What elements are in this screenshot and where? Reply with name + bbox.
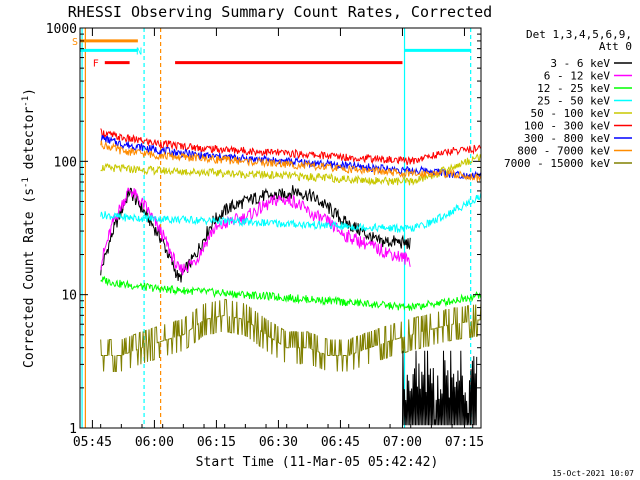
series-line-2	[100, 275, 482, 312]
series-line-0	[100, 185, 411, 283]
x-tick-label: 05:45	[73, 435, 112, 450]
flag-label-f: F	[93, 59, 99, 70]
legend-entry-label: 100 - 300 keV	[524, 120, 610, 133]
x-tick-label: 06:30	[259, 435, 298, 450]
x-axis-ticks: 05:45 06:00 06:15 06:30 06:45 07:00 07:15	[73, 28, 484, 450]
y-tick-label: 1000	[46, 22, 77, 37]
plot-area: S N F	[72, 28, 482, 428]
legend-entry-label: 12 - 25 keV	[537, 82, 610, 95]
plot-frame	[79, 27, 482, 429]
legend-header-line2: Att 0	[599, 40, 632, 53]
series-line-5	[100, 128, 482, 166]
chart-title: RHESSI Observing Summary Count Rates, Co…	[68, 3, 492, 21]
legend-entry-label: 6 - 12 keV	[544, 70, 611, 83]
x-tick-label: 06:00	[135, 435, 174, 450]
x-tick-label: 06:15	[197, 435, 236, 450]
y-tick-label: 100	[54, 155, 77, 170]
series-line-3	[100, 192, 482, 233]
legend-entry-label: 50 - 100 keV	[531, 107, 611, 120]
y-axis-ticks: 1 10 100 1000	[46, 22, 481, 437]
legend-entry-label: 7000 - 15000 keV	[504, 157, 610, 170]
y-tick-label: 1	[69, 422, 77, 437]
y-axis-label: Corrected Count Rate (s-1 detector-1)	[21, 88, 37, 368]
legend-header-line1: Det 1,3,4,5,6,9,	[526, 28, 632, 41]
x-axis-label: Start Time (11-Mar-05 05:42:42)	[196, 455, 439, 470]
legend-entry-label: 800 - 7000 keV	[517, 145, 610, 158]
series-line-8	[100, 298, 482, 372]
x-tick-label: 07:00	[383, 435, 422, 450]
timestamp-label: 15-Oct-2021 10:07	[552, 469, 634, 478]
x-tick-label: 07:15	[445, 435, 484, 450]
flag-label-n: N	[136, 46, 142, 57]
x-tick-label: 06:45	[321, 435, 360, 450]
flag-label-s: S	[72, 37, 78, 48]
series-line-1	[100, 187, 411, 276]
legend-entry-label: 3 - 6 keV	[550, 57, 610, 70]
legend-entry-label: 25 - 50 keV	[537, 95, 610, 108]
series-line-4	[100, 153, 482, 187]
series-line-7	[100, 140, 482, 182]
y-axis-label-group: Corrected Count Rate (s-1 detector-1)	[21, 88, 37, 368]
y-tick-label: 10	[61, 289, 77, 304]
legend-entry-label: 300 - 800 keV	[524, 132, 610, 145]
